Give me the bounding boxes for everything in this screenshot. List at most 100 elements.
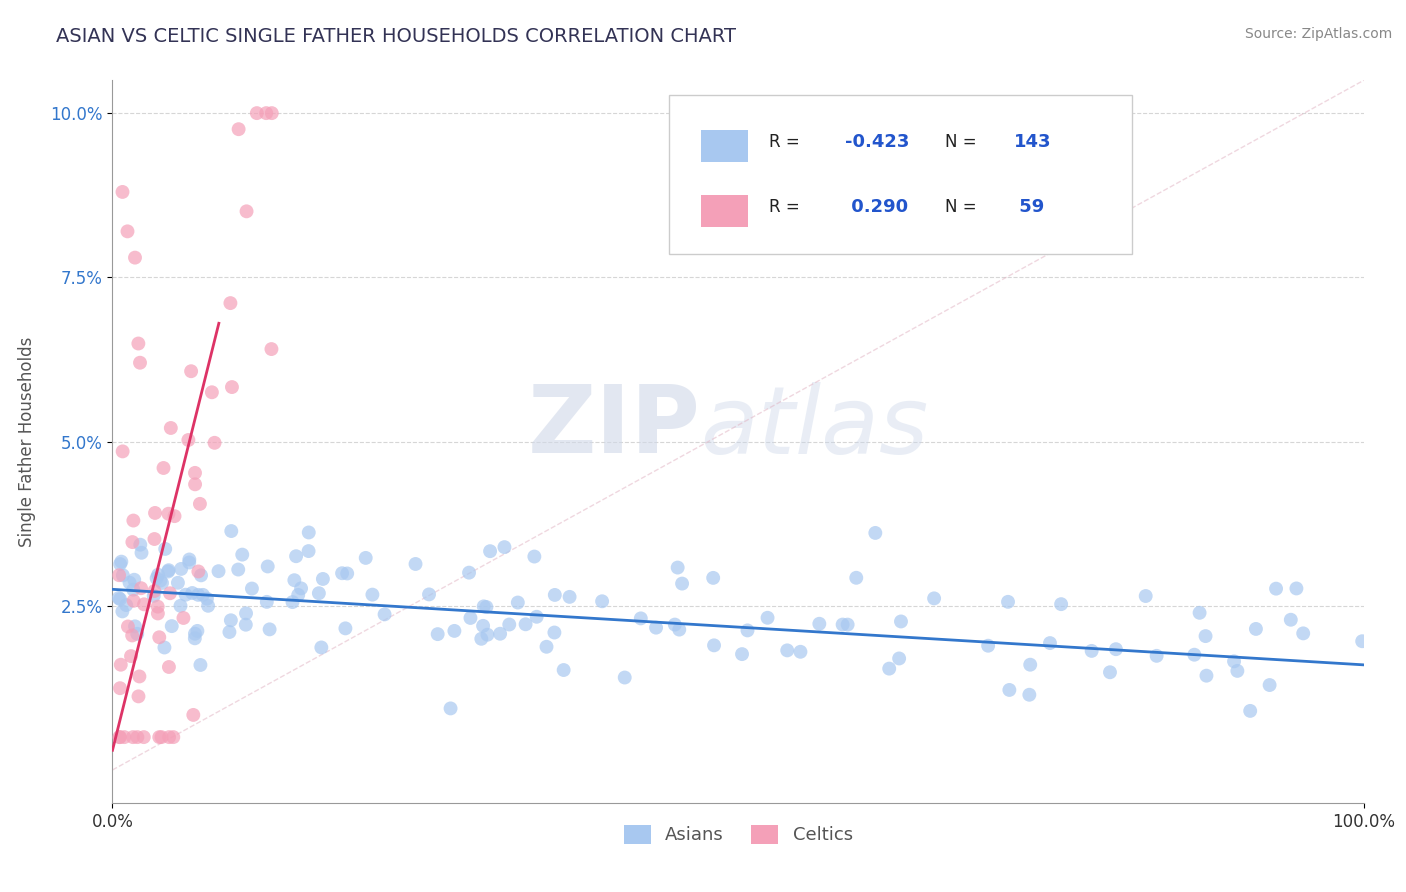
Point <box>157 565 180 579</box>
Point <box>439 701 461 715</box>
Point <box>117 619 139 633</box>
Point <box>666 560 689 574</box>
Point <box>181 586 204 600</box>
Point <box>218 625 240 640</box>
Point <box>124 619 146 633</box>
Point <box>1292 626 1315 640</box>
Point <box>219 296 242 310</box>
Point <box>290 582 312 596</box>
Point <box>1239 704 1261 718</box>
Point <box>1182 648 1205 662</box>
Point <box>132 730 155 744</box>
Point <box>111 185 134 199</box>
Point <box>149 574 172 588</box>
Point <box>127 336 149 351</box>
Y-axis label: Single Father Households: Single Father Households <box>18 336 37 547</box>
Point <box>174 588 197 602</box>
Point <box>152 461 174 475</box>
Point <box>118 575 141 590</box>
Point <box>1019 657 1042 672</box>
Point <box>111 568 134 582</box>
Point <box>477 628 499 642</box>
Point <box>664 617 686 632</box>
Point <box>1223 654 1246 668</box>
Point <box>157 730 180 744</box>
Point <box>235 617 257 632</box>
Point <box>235 204 257 219</box>
Point <box>145 571 167 585</box>
Point <box>148 730 170 744</box>
Point <box>1080 644 1102 658</box>
Point <box>526 609 548 624</box>
Point <box>558 590 581 604</box>
Point <box>235 607 257 621</box>
Point <box>108 730 131 744</box>
Text: ASIAN VS CELTIC SINGLE FATHER HOUSEHOLDS CORRELATION CHART: ASIAN VS CELTIC SINGLE FATHER HOUSEHOLDS… <box>56 27 737 45</box>
Point <box>115 598 138 612</box>
Point <box>157 507 180 521</box>
Point <box>998 682 1021 697</box>
Point <box>112 730 135 744</box>
Point <box>122 730 145 744</box>
Point <box>737 624 759 638</box>
Point <box>553 663 575 677</box>
Point <box>127 627 149 641</box>
Text: 143: 143 <box>1014 133 1050 151</box>
Point <box>1039 636 1062 650</box>
Point <box>159 586 181 600</box>
Point <box>1018 688 1040 702</box>
Point <box>460 611 482 625</box>
Point <box>226 562 249 576</box>
Point <box>201 385 224 400</box>
Text: 59: 59 <box>1014 198 1045 216</box>
Point <box>143 532 166 546</box>
Point <box>150 576 173 591</box>
Point <box>190 568 212 582</box>
Legend: Asians, Celtics: Asians, Celtics <box>616 818 860 852</box>
Point <box>336 566 359 581</box>
Point <box>831 617 853 632</box>
Point <box>259 623 281 637</box>
Point <box>1258 678 1281 692</box>
Point <box>163 509 186 524</box>
Point <box>1351 634 1374 648</box>
Point <box>127 730 149 744</box>
Point <box>543 625 565 640</box>
Point <box>458 566 481 580</box>
Point <box>246 106 269 120</box>
Text: R =: R = <box>769 198 806 216</box>
Point <box>181 707 204 722</box>
Point <box>977 639 1000 653</box>
Point <box>1188 606 1211 620</box>
Point <box>630 611 652 625</box>
Point <box>837 617 859 632</box>
Point <box>162 730 184 744</box>
Point <box>150 730 173 744</box>
Point <box>1135 589 1157 603</box>
Point <box>169 599 191 613</box>
Point <box>122 594 145 608</box>
Point <box>148 630 170 644</box>
Point <box>187 565 209 579</box>
Point <box>108 681 131 696</box>
Point <box>1105 642 1128 657</box>
Point <box>298 525 321 540</box>
Point <box>668 623 690 637</box>
Point <box>308 586 330 600</box>
Point <box>107 591 129 605</box>
Point <box>472 599 495 614</box>
Point <box>143 506 166 520</box>
Point <box>297 544 319 558</box>
Point <box>191 588 214 602</box>
Point <box>997 595 1019 609</box>
Point <box>108 730 131 744</box>
Point <box>470 632 492 646</box>
Point <box>374 607 396 622</box>
Point <box>756 611 779 625</box>
Point <box>129 581 152 595</box>
Point <box>146 599 169 614</box>
Point <box>731 647 754 661</box>
Point <box>890 615 912 629</box>
Point <box>544 588 567 602</box>
Text: N =: N = <box>945 198 981 216</box>
